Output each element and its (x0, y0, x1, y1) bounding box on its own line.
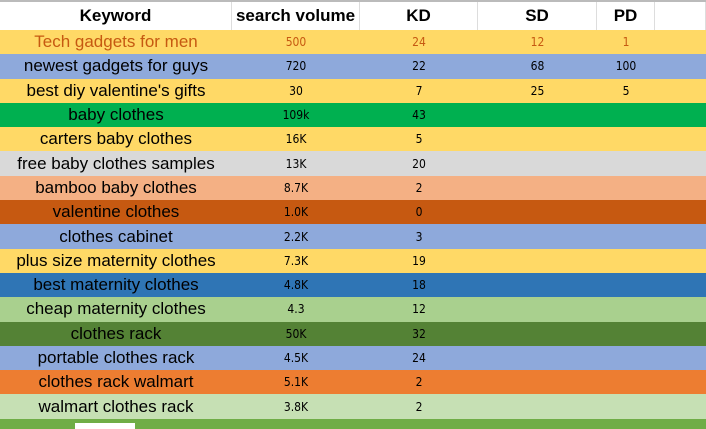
cell-keyword[interactable]: valentine clothes (52, 202, 180, 222)
cell-kd[interactable]: 43 (412, 108, 426, 123)
cell-volume[interactable]: 109k (282, 108, 310, 123)
cell-keyword[interactable]: clothes rack (70, 323, 162, 343)
cell-volume[interactable]: 4.8K (283, 278, 309, 293)
header-kd[interactable]: KD (360, 2, 478, 30)
cell-keyword[interactable]: newest gadgets for guys (23, 56, 209, 76)
cell-sd[interactable]: 68 (530, 59, 545, 74)
cell-kd[interactable]: 32 (412, 326, 426, 341)
table-row: bamboo baby clothes 8.7K 2 (0, 175, 706, 201)
cell-keyword[interactable]: cheap maternity clothes (26, 299, 206, 319)
cell-kd[interactable]: 12 (412, 302, 426, 317)
cell-volume[interactable]: 8.7K (283, 180, 309, 195)
cell-volume[interactable]: 3.8K (283, 399, 309, 414)
cell-keyword[interactable]: free baby clothes samples (17, 153, 215, 173)
table-row: best maternity clothes 4.8K 18 (0, 272, 706, 298)
cell-keyword[interactable]: clothes rack walmart (38, 372, 194, 392)
cell-kd[interactable]: 0 (415, 205, 423, 220)
table-row: clothes cabinet 2.2K 3 (0, 224, 706, 249)
cell-volume[interactable]: 13K (285, 156, 307, 171)
cell-kd[interactable]: 22 (412, 59, 426, 74)
table-row: valentine clothes 1.0K 0 (0, 200, 706, 225)
table-row: clothes rack 50K 32 (0, 321, 706, 346)
header-empty[interactable] (655, 2, 706, 30)
cell-volume[interactable]: 500 (285, 35, 307, 50)
cell-selection (75, 423, 135, 429)
cell-volume[interactable]: 30 (289, 83, 303, 98)
cell-volume[interactable]: 4.5K (283, 351, 309, 365)
table-row: Tech gadgets for men 500 24 12 1 (0, 30, 706, 55)
cell-keyword[interactable]: walmart clothes rack (38, 396, 194, 416)
header-pd[interactable]: PD (597, 2, 655, 30)
cell-kd[interactable]: 18 (412, 278, 426, 293)
cell-volume[interactable]: 50K (285, 326, 307, 341)
cell-kd[interactable]: 19 (412, 253, 426, 268)
cell-kd[interactable]: 2 (415, 180, 423, 195)
cell-keyword[interactable]: portable clothes rack (37, 348, 195, 367)
cell-keyword[interactable]: carters baby clothes (39, 129, 193, 149)
cell-kd[interactable]: 2 (415, 375, 423, 390)
partial-row (0, 419, 706, 429)
header-sd[interactable]: SD (478, 2, 597, 30)
cell-volume[interactable]: 2.2K (283, 229, 309, 244)
cell-volume[interactable]: 5.1K (283, 375, 309, 390)
cell-kd[interactable]: 5 (415, 132, 423, 147)
cell-kd[interactable]: 7 (415, 83, 423, 98)
table-row: clothes rack walmart 5.1K 2 (0, 370, 706, 395)
table-row: carters baby clothes 16K 5 (0, 127, 706, 152)
cell-volume[interactable]: 1.0K (283, 205, 309, 220)
cell-sd[interactable]: 25 (530, 83, 545, 98)
cell-volume[interactable]: 4.3 (287, 302, 305, 317)
cell-sd[interactable]: 12 (530, 35, 545, 50)
cell-kd[interactable]: 24 (412, 351, 426, 365)
cell-keyword[interactable]: baby clothes (68, 105, 164, 125)
table-row: plus size maternity clothes 7.3K 19 (0, 248, 706, 273)
table-row: portable clothes rack 4.5K 24 (0, 345, 706, 371)
cell-keyword[interactable]: best maternity clothes (33, 275, 199, 295)
cell-kd[interactable]: 24 (412, 35, 426, 50)
cell-kd[interactable]: 20 (412, 156, 426, 171)
table-row: free baby clothes samples 13K 20 (0, 151, 706, 176)
cell-pd[interactable]: 1 (622, 35, 630, 50)
cell-kd[interactable]: 2 (415, 399, 423, 414)
cell-volume[interactable]: 16K (285, 132, 307, 147)
header-row: Keyword search volume KD SD PD (0, 0, 706, 30)
header-search-volume[interactable]: search volume (232, 2, 360, 30)
cell-pd[interactable]: 100 (615, 59, 637, 74)
cell-keyword[interactable]: plus size maternity clothes (16, 250, 216, 270)
cell-volume[interactable]: 720 (285, 59, 307, 74)
cell-keyword[interactable]: clothes cabinet (59, 226, 173, 246)
table-row: baby clothes 109k 43 (0, 102, 706, 128)
cell-volume[interactable]: 7.3K (283, 253, 309, 268)
table-row: newest gadgets for guys 720 22 68 100 (0, 54, 706, 79)
table-row: best diy valentine's gifts 30 7 25 5 (0, 78, 706, 103)
cell-keyword[interactable]: bamboo baby clothes (35, 177, 197, 197)
cell-keyword[interactable]: best diy valentine's gifts (26, 80, 206, 100)
table-row: cheap maternity clothes 4.3 12 (0, 297, 706, 322)
cell-kd[interactable]: 3 (415, 229, 423, 244)
cell-pd[interactable]: 5 (622, 83, 630, 98)
table-row: walmart clothes rack 3.8K 2 (0, 394, 706, 419)
spreadsheet: Keyword search volume KD SD PD Tech gadg… (0, 0, 706, 419)
cell-keyword[interactable]: Tech gadgets for men (34, 32, 198, 52)
header-keyword[interactable]: Keyword (0, 2, 232, 30)
